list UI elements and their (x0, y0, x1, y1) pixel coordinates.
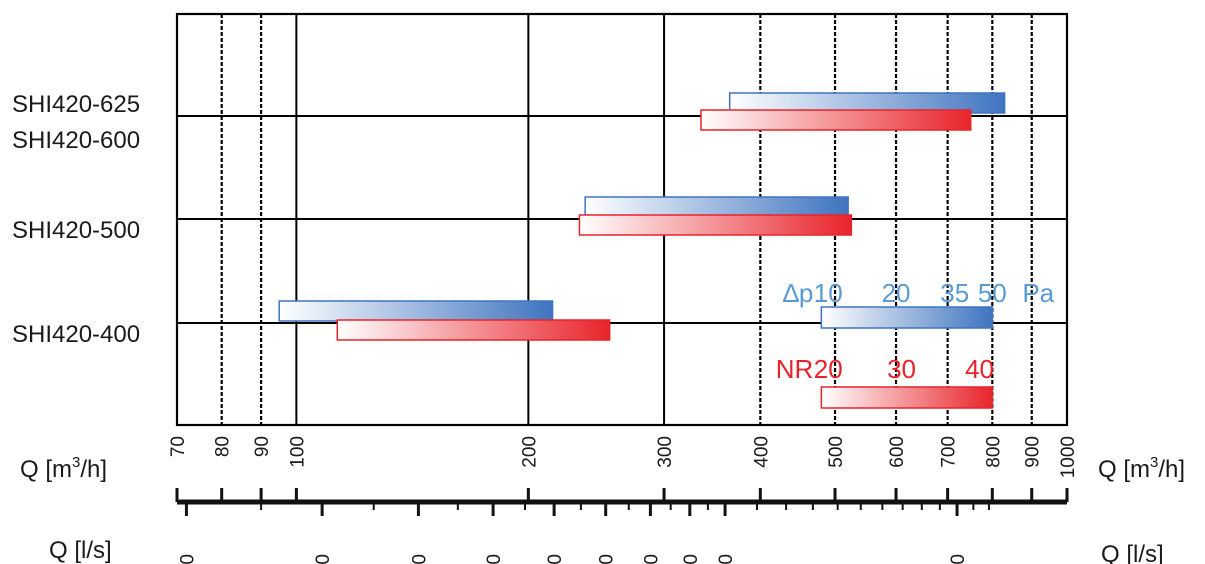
pressure-bar-SHI420-400 (278, 300, 554, 322)
legend-pressure-label-20: 20 (882, 278, 911, 308)
noise-bar-SHI420-500 (578, 214, 853, 236)
legend-pressure-label-10: 10 (814, 278, 843, 308)
tick-label-m3h-100: 100 (287, 436, 308, 468)
tick-label-m3h-200: 200 (519, 436, 540, 468)
legend-pressure-symbol: ∆p (783, 278, 813, 308)
tick-label-m3h-800: 800 (983, 436, 1004, 468)
noise-bar-SHI420-400 (336, 319, 611, 341)
legend-pressure-label-35: 35 (940, 278, 969, 308)
tick-label-ls-50: 50 (484, 554, 505, 564)
plot-frame (175, 12, 1069, 427)
tick-label-ls-30: 30 (313, 554, 334, 564)
model-label-SHI420-400: SHI420-400 (12, 321, 140, 348)
tick-label-m3h-80: 80 (213, 436, 234, 457)
tick-label-ls-90: 90 (681, 554, 702, 564)
legend-noise-bar (820, 386, 994, 409)
tick-label-m3h-500: 500 (826, 436, 847, 468)
legend-noise-label-40: 40 (965, 354, 994, 384)
tick-label-ls-40: 40 (409, 554, 430, 564)
legend-pressure-label-50: 50 (978, 278, 1007, 308)
tick-label-m3h-90: 90 (252, 436, 273, 457)
tick-label-m3h-1000: 1000 (1058, 436, 1079, 478)
tick-label-m3h-900: 900 (1023, 436, 1044, 468)
legend-noise-label-20: 20 (814, 354, 843, 384)
x-axis-label-m3h-left: Q [m3/h] (20, 454, 107, 483)
noise-bar-SHI420-625 (700, 109, 972, 131)
range-bars (278, 92, 1006, 341)
tick-label-ls-20: 20 (177, 554, 198, 564)
model-label-SHI420-625: SHI420-625 (12, 91, 140, 118)
legend-pressure-bar (820, 306, 994, 329)
tick-label-m3h-300: 300 (655, 436, 676, 468)
tick-label-m3h-700: 700 (939, 436, 960, 468)
legend-noise-label-30: 30 (887, 354, 916, 384)
model-labels: SHI420-625 SHI420-600 SHI420-500 SHI420-400 (12, 91, 140, 348)
tick-label-ls-60: 60 (545, 554, 566, 564)
x-axis-label-ls-left: Q [l/s] (49, 537, 112, 564)
tick-label-m3h-70: 70 (168, 436, 189, 457)
legend-noise-symbol: NR (776, 354, 814, 384)
tick-label-ls-100: 100 (716, 554, 737, 564)
model-label-SHI420-500: SHI420-500 (12, 217, 140, 244)
tick-label-m3h-400: 400 (751, 436, 772, 468)
tick-label-ls-70: 70 (597, 554, 618, 564)
tick-label-ls-200: 200 (948, 554, 969, 564)
legend-pressure-unit: Pa (1022, 278, 1054, 308)
pressure-bar-SHI420-500 (584, 196, 849, 218)
model-label-SHI420-600: SHI420-600 (12, 127, 140, 154)
x-axis-label-ls-right: Q [l/s] (1101, 541, 1164, 564)
x-axis-label-m3h-right: Q [m3/h] (1098, 454, 1185, 483)
tick-label-ls-80: 80 (641, 554, 662, 564)
tick-label-m3h-600: 600 (887, 436, 908, 468)
x-axes: 70 80 90 100 200 300 400 500 600 700 800 900 1000 20 3… (20, 436, 1185, 564)
